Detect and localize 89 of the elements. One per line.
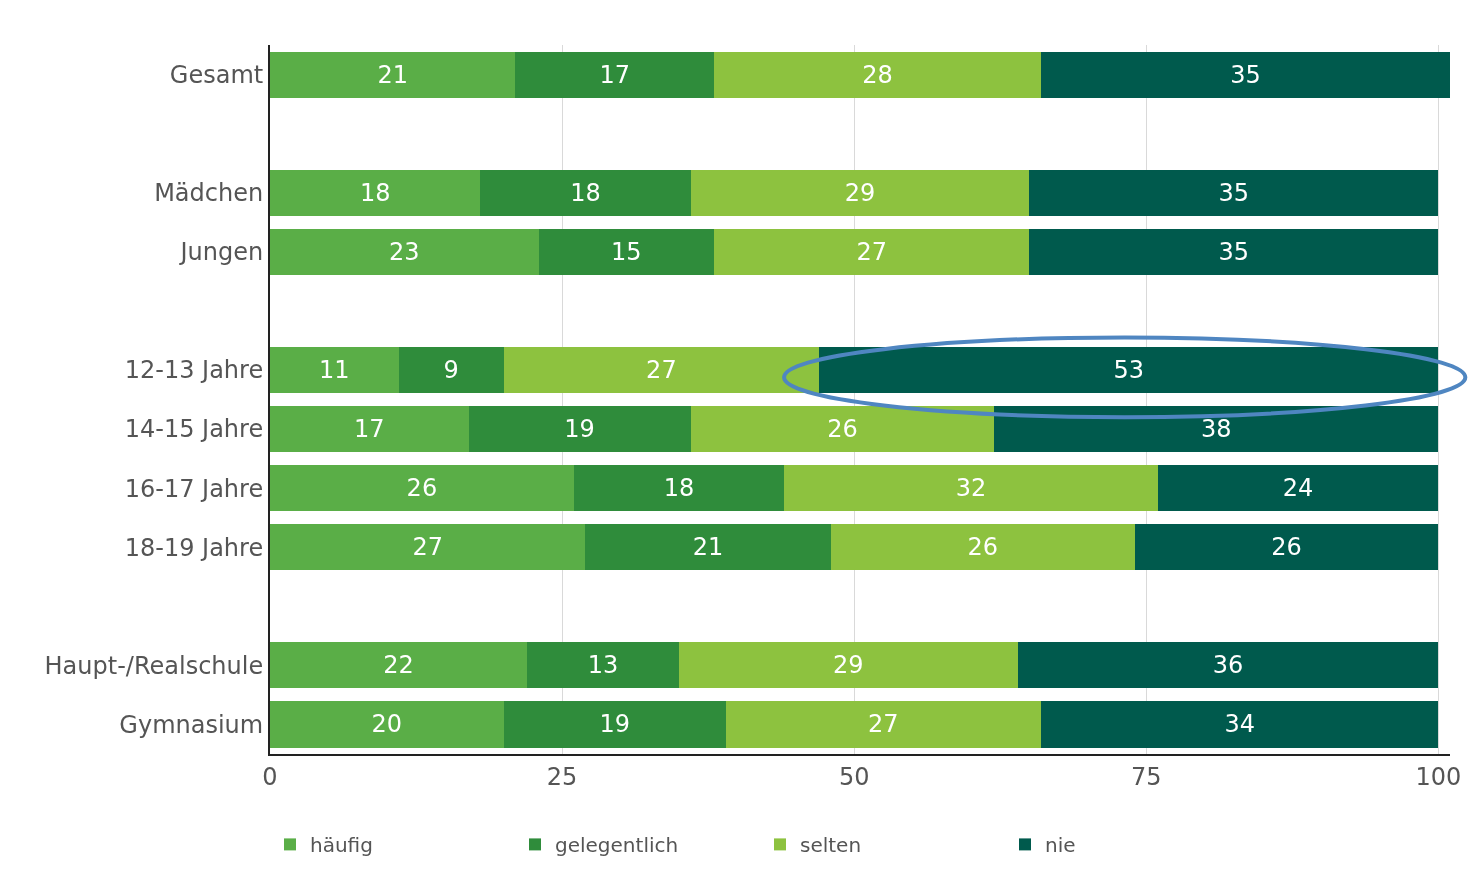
bar — [270, 406, 469, 453]
y-tick-label: Jungen — [178, 238, 264, 267]
bar — [1017, 642, 1439, 689]
data-label: 18 — [663, 474, 695, 503]
data-label: 19 — [564, 415, 595, 444]
data-label: 34 — [1224, 710, 1255, 739]
bar — [678, 642, 1018, 689]
bar — [690, 169, 1030, 216]
bar — [515, 51, 714, 98]
data-label: 27 — [868, 710, 899, 739]
data-label: 35 — [1218, 237, 1250, 266]
bar — [503, 346, 820, 393]
bar — [573, 465, 785, 512]
bar — [725, 701, 1042, 748]
y-tick-label: 16-17 Jahre — [124, 474, 264, 503]
bar — [994, 406, 1439, 453]
data-label: 21 — [692, 533, 724, 562]
bar — [1041, 51, 1450, 98]
data-label: 9 — [443, 355, 459, 384]
bar — [270, 642, 528, 689]
bar — [527, 642, 679, 689]
y-tick-label: 14-15 Jahre — [124, 415, 264, 444]
data-label: 32 — [955, 474, 987, 503]
data-label: 19 — [599, 710, 630, 739]
data-label: 26 — [827, 415, 858, 444]
y-tick-label: 18-19 Jahre — [124, 533, 264, 562]
data-label: 13 — [587, 651, 619, 680]
bar — [480, 169, 691, 216]
bar — [270, 169, 481, 216]
y-tick-label: Haupt-/Realschule — [44, 651, 264, 680]
data-label: 27 — [856, 237, 887, 266]
data-label: 29 — [844, 178, 876, 207]
x-tick-label: 100 — [1415, 762, 1462, 791]
data-label: 11 — [318, 355, 350, 384]
data-label: 26 — [967, 533, 998, 562]
data-label: 20 — [371, 710, 403, 739]
legend-label: gelegentlich — [555, 833, 679, 858]
y-tick-label: Gesamt — [169, 60, 264, 89]
bar — [270, 701, 504, 748]
data-label: 27 — [412, 533, 443, 562]
data-label: 17 — [599, 60, 630, 89]
bar — [1041, 701, 1439, 748]
x-tick-label: 75 — [1130, 762, 1162, 791]
x-tick-label: 0 — [262, 762, 278, 791]
data-label: 18 — [359, 178, 391, 207]
bar — [585, 524, 831, 571]
bar — [468, 406, 691, 453]
bar — [713, 228, 1030, 275]
x-tick-label: 50 — [838, 762, 870, 791]
data-label: 18 — [570, 178, 601, 207]
legend-label: nie — [1045, 833, 1076, 858]
data-label: 28 — [862, 60, 893, 89]
data-label: 27 — [646, 355, 677, 384]
bar — [503, 701, 726, 748]
bar — [538, 228, 714, 275]
data-label: 38 — [1201, 415, 1232, 444]
bar — [270, 228, 539, 275]
bar — [713, 51, 1042, 98]
bar — [270, 465, 574, 512]
bar — [1029, 228, 1439, 275]
bar — [270, 346, 399, 393]
data-label: 29 — [833, 651, 864, 680]
data-label: 21 — [377, 60, 408, 89]
data-label: 35 — [1230, 60, 1261, 89]
data-label: 22 — [383, 651, 414, 680]
data-label: 23 — [389, 237, 420, 266]
data-label: 26 — [406, 474, 438, 503]
bar — [270, 524, 586, 571]
bar — [830, 524, 1135, 571]
x-tick-label: 25 — [546, 762, 578, 791]
legend-label: selten — [800, 833, 862, 858]
data-label: 26 — [1271, 533, 1302, 562]
data-label: 35 — [1218, 178, 1250, 207]
data-label: 53 — [1113, 355, 1144, 384]
bar — [1134, 524, 1439, 571]
bar — [1029, 169, 1439, 216]
legend-label: häufig — [310, 833, 373, 858]
data-label: 15 — [611, 237, 642, 266]
y-tick-label: Gymnasium — [119, 710, 264, 739]
y-tick-label: 12-13 Jahre — [124, 356, 264, 385]
bar — [270, 51, 516, 98]
bar — [1157, 465, 1439, 512]
data-label: 17 — [354, 415, 385, 444]
bar — [784, 465, 1158, 512]
bar — [690, 406, 995, 453]
data-label: 36 — [1212, 651, 1244, 680]
data-label: 24 — [1282, 474, 1314, 503]
y-tick-label: Mädchen — [154, 179, 264, 208]
bar — [398, 346, 504, 393]
